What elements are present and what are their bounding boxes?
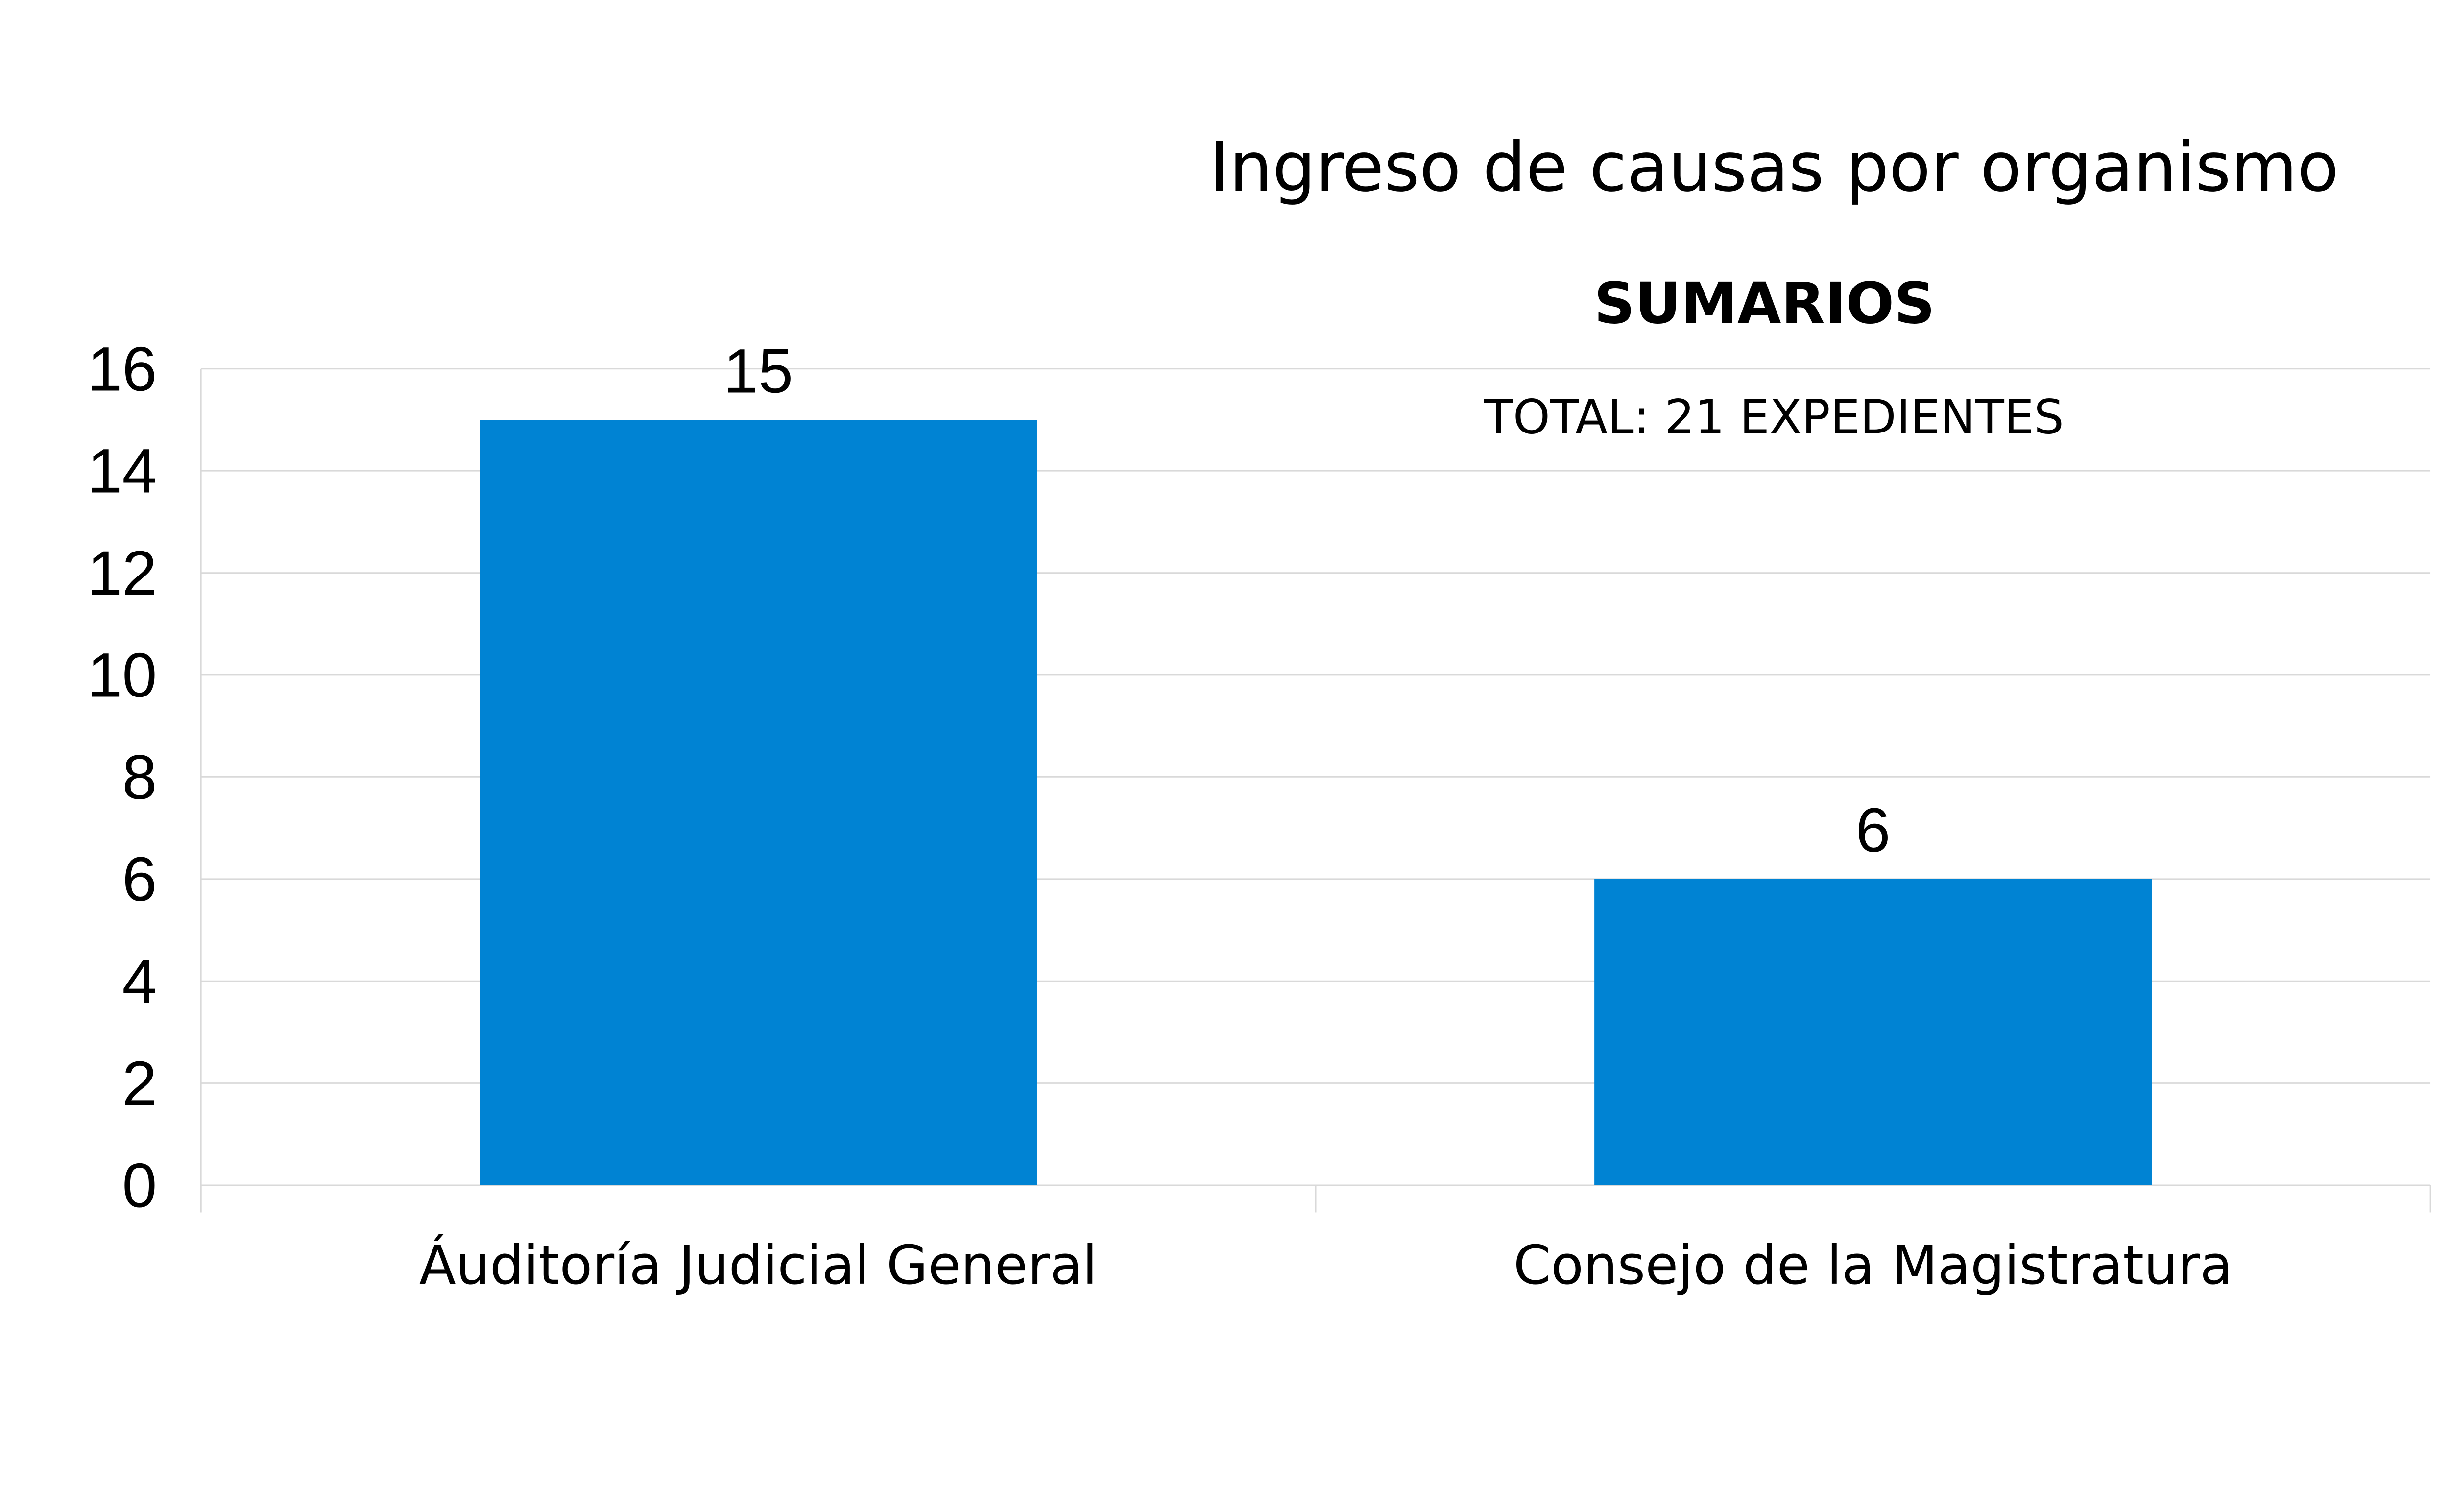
bars	[480, 420, 2152, 1185]
chart-title: Ingreso de causas por organismo	[1209, 127, 2339, 207]
x-category-label: Áuditoría Judicial General	[419, 1234, 1098, 1296]
data-label: 15	[723, 336, 793, 407]
y-tick-label: 14	[87, 436, 157, 506]
y-tick-label: 10	[87, 640, 157, 710]
data-labels: 15 6	[723, 336, 1890, 866]
x-axis-categories: Áuditoría Judicial General Consejo de la …	[419, 1234, 2233, 1296]
y-tick-label: 2	[122, 1049, 157, 1119]
y-axis-ticks: 0 2 4 6 8 10 12 14 16	[87, 334, 157, 1221]
y-tick-label: 16	[87, 334, 157, 404]
x-category-label: Consejo de la Magistratura	[1513, 1234, 2233, 1296]
data-label: 6	[1856, 795, 1891, 865]
y-tick-label: 8	[122, 743, 157, 813]
y-tick-label: 4	[122, 947, 157, 1017]
bar-chart: 0 2 4 6 8 10 12 14 16 15 6 Áuditoría Judicial Gen…	[87, 127, 2431, 1296]
y-tick-label: 6	[122, 844, 157, 914]
chart-subtitle: SUMARIOS	[1594, 271, 1935, 336]
total-annotation: TOTAL: 21 EXPEDIENTES	[1484, 389, 2064, 444]
bar	[480, 420, 1037, 1185]
bar	[1594, 879, 2152, 1185]
y-tick-label: 0	[122, 1151, 157, 1221]
y-tick-label: 12	[87, 538, 157, 608]
